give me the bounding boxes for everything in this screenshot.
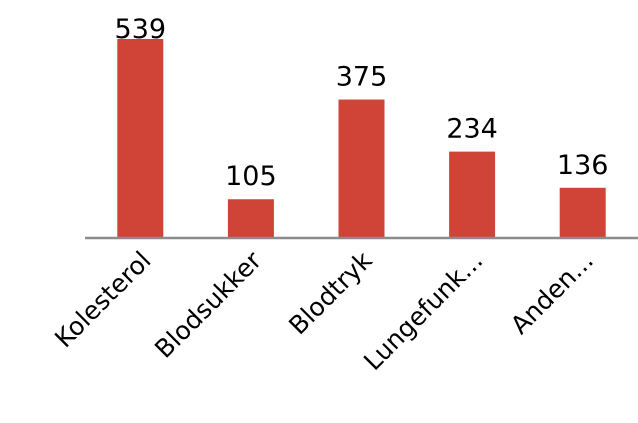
x-tick-label: Blodtryk bbox=[283, 245, 378, 340]
x-tick-label: Lungefunk... bbox=[358, 246, 488, 376]
data-label: 539 bbox=[115, 14, 167, 45]
bar bbox=[117, 39, 164, 238]
x-tick-label: Kolesterol bbox=[49, 246, 156, 353]
data-label: 375 bbox=[336, 62, 388, 93]
bar bbox=[449, 151, 496, 238]
data-label: 234 bbox=[446, 114, 498, 145]
bar bbox=[338, 99, 385, 238]
x-tick-label: Anden... bbox=[505, 246, 599, 340]
bar bbox=[227, 199, 274, 238]
bar bbox=[559, 187, 606, 238]
data-label: 136 bbox=[557, 150, 609, 181]
x-tick-label: Blodsukker bbox=[149, 245, 267, 363]
data-label: 105 bbox=[225, 161, 277, 192]
